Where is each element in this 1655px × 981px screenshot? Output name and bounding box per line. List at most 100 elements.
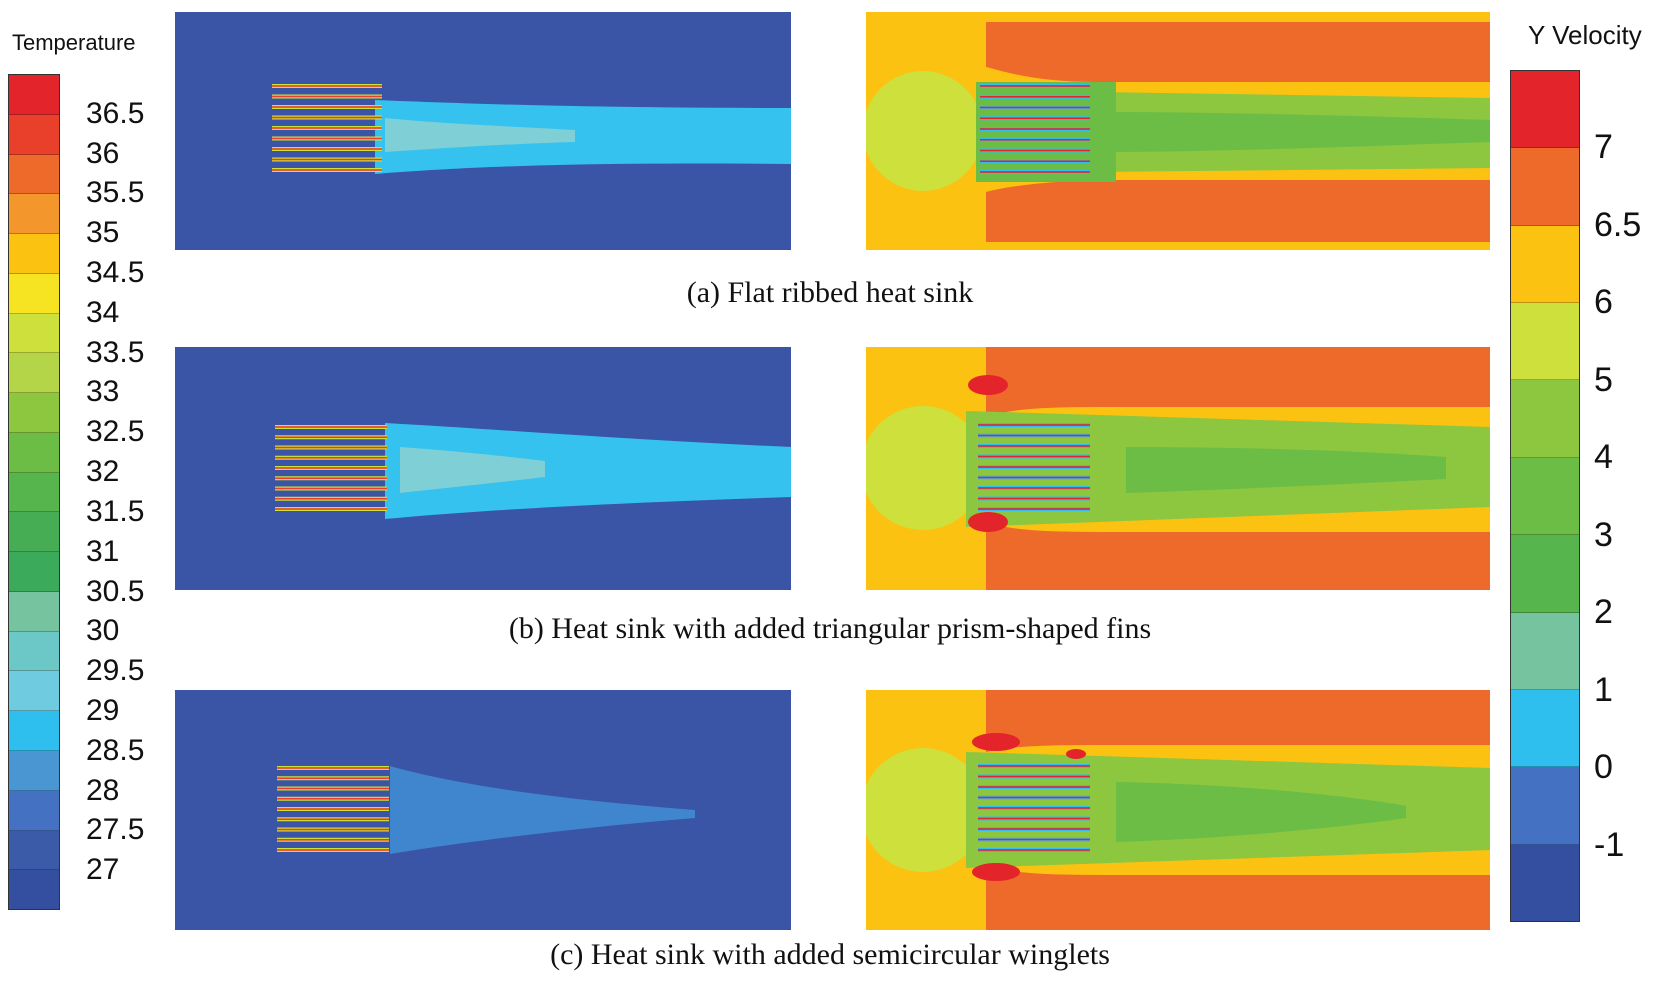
- heat-sink-fins: [978, 423, 1090, 511]
- fin-core: [978, 487, 1090, 489]
- fin-core: [980, 138, 1090, 141]
- fin-core: [980, 106, 1090, 109]
- colorbar-swatch: [9, 353, 59, 394]
- colorbar-swatch: [9, 432, 59, 473]
- colorbar-swatch: [1511, 612, 1579, 690]
- fin-core: [978, 476, 1090, 479]
- fin-core: [980, 128, 1090, 130]
- fin-core: [978, 445, 1090, 447]
- colorbar-swatch: [9, 870, 59, 910]
- tick-label: 4: [1594, 438, 1613, 477]
- fin-core: [980, 85, 1090, 87]
- tick-label: 35: [86, 216, 120, 250]
- fin-core: [272, 106, 382, 108]
- tick-label: 27.5: [86, 813, 145, 847]
- fin-core: [272, 127, 382, 129]
- fin-core: [277, 818, 389, 821]
- colorbar-swatch: [1511, 689, 1579, 768]
- colorbar-swatch: [9, 790, 59, 831]
- fin-core: [275, 497, 387, 500]
- tick-label: 5: [1594, 360, 1613, 399]
- colorbar-swatch: [9, 552, 59, 592]
- colorbar-swatch: [9, 154, 59, 195]
- tick-label: 34: [86, 295, 120, 329]
- temperature-plume: [390, 766, 695, 854]
- colorbar-swatch: [9, 591, 59, 632]
- colorbar-swatch: [9, 671, 59, 712]
- colorbar-swatch: [9, 711, 59, 752]
- fin-core: [272, 169, 382, 171]
- tick-label: 6: [1594, 283, 1613, 322]
- caption-b: (b) Heat sink with added triangular pris…: [508, 612, 1152, 645]
- fin-core: [978, 775, 1090, 778]
- colorbar-swatch: [1511, 457, 1579, 536]
- tick-label: 36.5: [86, 96, 145, 130]
- tick-label: 6.5: [1594, 205, 1642, 244]
- heat-sink-fins: [277, 766, 389, 852]
- colorbar-swatch: [1511, 303, 1579, 381]
- fin-core: [275, 477, 387, 480]
- heat-sink-fins: [978, 764, 1090, 852]
- tick-label: 31: [86, 534, 120, 568]
- fin-core: [272, 137, 382, 140]
- tick-label: 1: [1594, 670, 1613, 709]
- fin-core: [277, 808, 389, 810]
- fin-core: [978, 828, 1090, 830]
- tick-label: 0: [1594, 748, 1613, 787]
- colorbar-swatch: [9, 751, 59, 791]
- fin-core: [277, 797, 389, 800]
- fin-core: [978, 466, 1090, 468]
- colorbar-swatch: [9, 512, 59, 553]
- fin-core: [980, 95, 1090, 98]
- tick-label: 30.5: [86, 574, 145, 608]
- tick-label: 7: [1594, 128, 1613, 167]
- fin-core: [978, 796, 1090, 799]
- tick-label: -1: [1594, 825, 1625, 864]
- fin-core: [277, 787, 389, 790]
- velocity-colorbar: [1510, 70, 1580, 922]
- tick-label: 32.5: [86, 415, 145, 449]
- tick-label: 28: [86, 773, 120, 807]
- colorbar-swatch: [1511, 148, 1579, 226]
- fin-core: [978, 786, 1090, 788]
- tick-label: 29.5: [86, 654, 145, 688]
- fin-core: [272, 116, 382, 119]
- heat-sink-fins: [272, 84, 382, 172]
- temperature-contour-b: [175, 347, 791, 590]
- fin-core: [980, 117, 1090, 120]
- fin-core: [277, 849, 389, 851]
- colorbar-swatch: [9, 631, 59, 672]
- heat-sink-fins: [980, 84, 1090, 174]
- tick-label: 29: [86, 693, 120, 727]
- colorbar-swatch: [1511, 767, 1579, 845]
- fin-core: [978, 807, 1090, 809]
- tick-label: 30: [86, 614, 120, 648]
- fin-core: [272, 158, 382, 161]
- colorbar-swatch: [1511, 380, 1579, 458]
- colorbar-swatch: [9, 313, 59, 354]
- colorbar-swatch: [1511, 844, 1579, 921]
- velocity-contour-c: [866, 690, 1490, 930]
- colorbar-swatch: [9, 75, 59, 115]
- tick-label: 27: [86, 853, 120, 887]
- fin-core: [272, 85, 382, 87]
- fin-core: [275, 456, 387, 459]
- fin-core: [978, 434, 1090, 437]
- fin-core: [980, 171, 1090, 173]
- colorbar-swatch: [9, 830, 59, 871]
- temperature-contour-c: [175, 690, 791, 930]
- tick-label: 28.5: [86, 733, 145, 767]
- tick-label: 3: [1594, 515, 1613, 554]
- tick-label: 34.5: [86, 256, 145, 290]
- fin-core: [277, 838, 389, 841]
- velocity-contour-a: [866, 12, 1490, 250]
- fin-core: [978, 838, 1090, 841]
- fin-core: [275, 487, 387, 490]
- fin-core: [277, 767, 389, 769]
- fin-core: [277, 777, 389, 780]
- velocity-contour-b: [866, 347, 1490, 590]
- temperature-contour-a: [175, 12, 791, 250]
- tick-label: 33.5: [86, 335, 145, 369]
- tick-label: 35.5: [86, 176, 145, 210]
- fin-core: [980, 160, 1090, 163]
